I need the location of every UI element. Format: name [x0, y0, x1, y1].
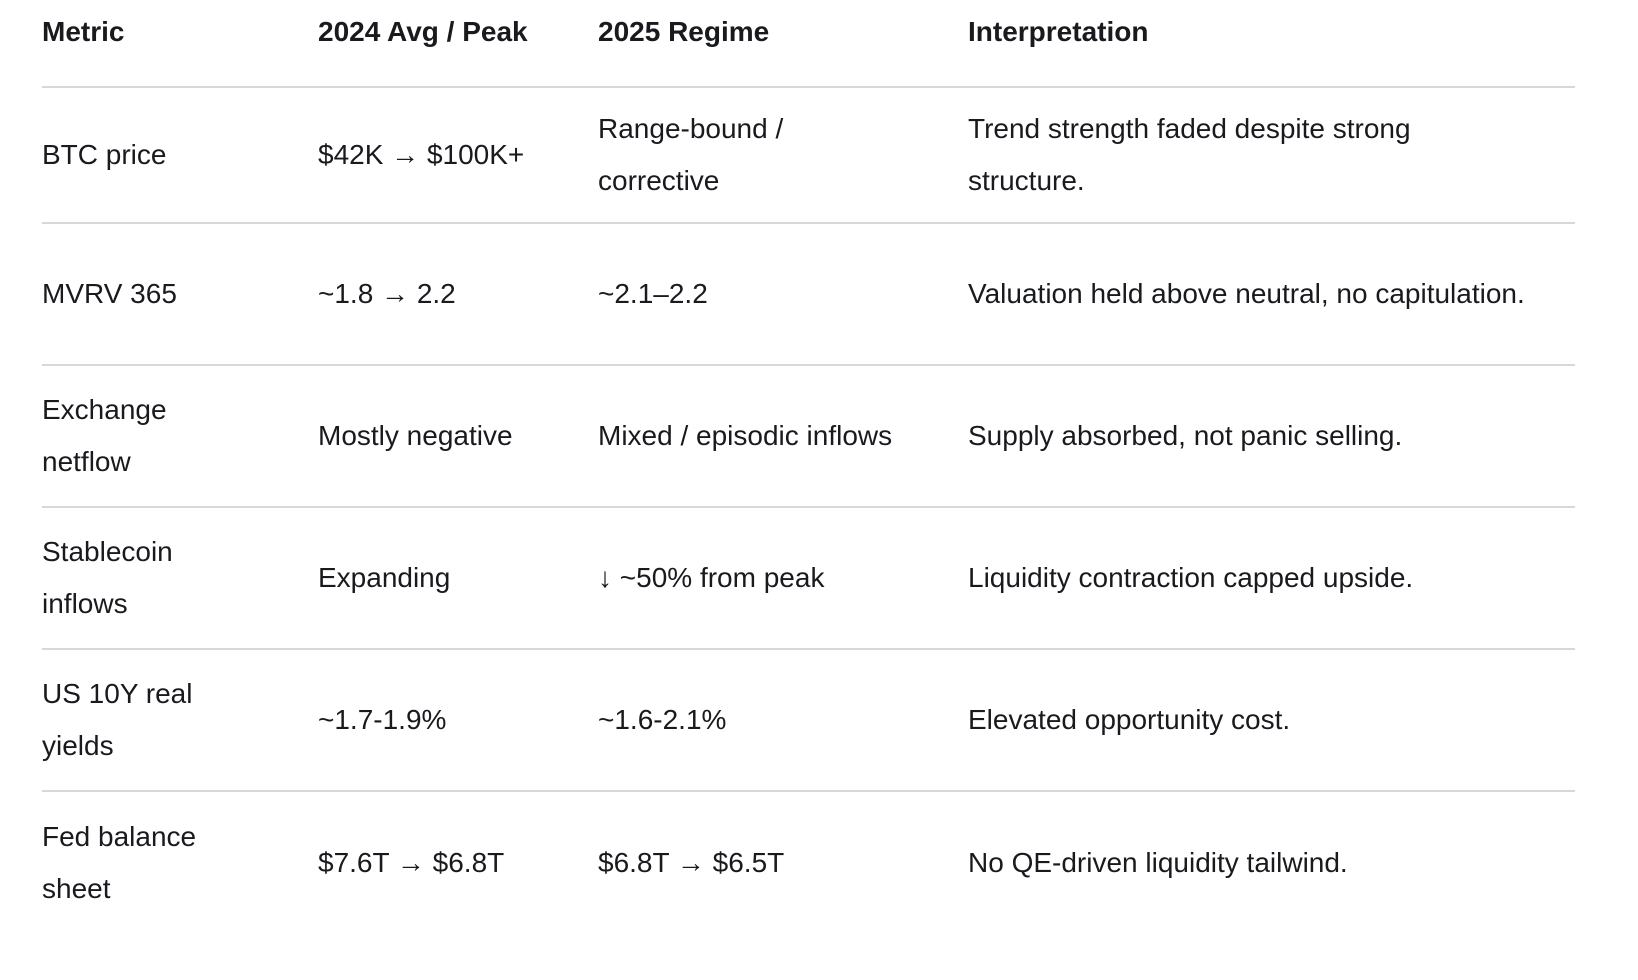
- cell-2025-regime: ~2.1–2.2: [598, 223, 968, 366]
- col-header-2024-avg-peak: 2024 Avg / Peak: [318, 0, 598, 88]
- table-row: MVRV 365 ~1.8 → 2.2 ~2.1–2.2 Valuation h…: [42, 223, 1575, 366]
- cell-metric: MVRV 365: [42, 223, 318, 366]
- table-header: Metric 2024 Avg / Peak 2025 Regime Inter…: [42, 0, 1575, 88]
- table-row: BTC price $42K → $100K+ Range-bound / co…: [42, 87, 1575, 224]
- cell-2025-regime: ↓ ~50% from peak: [598, 507, 968, 650]
- col-header-metric: Metric: [42, 0, 318, 88]
- cell-2024-avg-peak: Expanding: [318, 507, 598, 650]
- cell-interpretation: No QE-driven liquidity tailwind.: [968, 846, 1348, 878]
- cell-2025-regime: Range-bound / corrective: [598, 87, 968, 224]
- cell-2024-avg-peak: $7.6T → $6.8T: [318, 846, 505, 878]
- table-row: Stablecoin inflows Expanding ↓ ~50% from…: [42, 507, 1575, 650]
- cell-interpretation: Supply absorbed, not panic selling.: [968, 365, 1575, 508]
- cell-metric: US 10Y real yields: [42, 649, 318, 792]
- col-header-2025-regime: 2025 Regime: [598, 0, 968, 88]
- cell-interpretation: Trend strength faded despite strong stru…: [968, 87, 1575, 224]
- table-row: US 10Y real yields ~1.7-1.9% ~1.6-2.1% E…: [42, 649, 1575, 792]
- cell-2025-regime: ~1.6-2.1%: [598, 649, 968, 792]
- header-row: Metric 2024 Avg / Peak 2025 Regime Inter…: [42, 0, 1575, 88]
- cell-2025-regime: Mixed / episodic inflows: [598, 365, 968, 508]
- cell-metric: BTC price: [42, 87, 318, 224]
- cell-interpretation: Valuation held above neutral, no capitul…: [968, 223, 1575, 366]
- table-body: BTC price $42K → $100K+ Range-bound / co…: [42, 87, 1575, 933]
- cell-metric: Fed balance sheet: [42, 820, 197, 904]
- cell-interpretation: Elevated opportunity cost.: [968, 649, 1575, 792]
- cell-metric: Exchange netflow: [42, 365, 318, 508]
- cell-2024-avg-peak: $42K → $100K+: [318, 87, 598, 224]
- cell-metric: Stablecoin inflows: [42, 507, 318, 650]
- col-header-interpretation: Interpretation: [968, 0, 1575, 88]
- cell-2024-avg-peak: ~1.8 → 2.2: [318, 223, 598, 366]
- cell-2024-avg-peak: Mostly negative: [318, 365, 598, 508]
- cell-2024-avg-peak: ~1.7-1.9%: [318, 649, 598, 792]
- table-row: Fed balance sheet $7.6T → $6.8T $6.8T → …: [42, 791, 1575, 933]
- cell-interpretation: Liquidity contraction capped upside.: [968, 507, 1575, 650]
- metrics-table-container: Metric 2024 Avg / Peak 2025 Regime Inter…: [42, 0, 1575, 933]
- metrics-table: Metric 2024 Avg / Peak 2025 Regime Inter…: [42, 0, 1575, 933]
- table-row: Exchange netflow Mostly negative Mixed /…: [42, 365, 1575, 508]
- cell-2025-regime: $6.8T → $6.5T: [598, 846, 785, 878]
